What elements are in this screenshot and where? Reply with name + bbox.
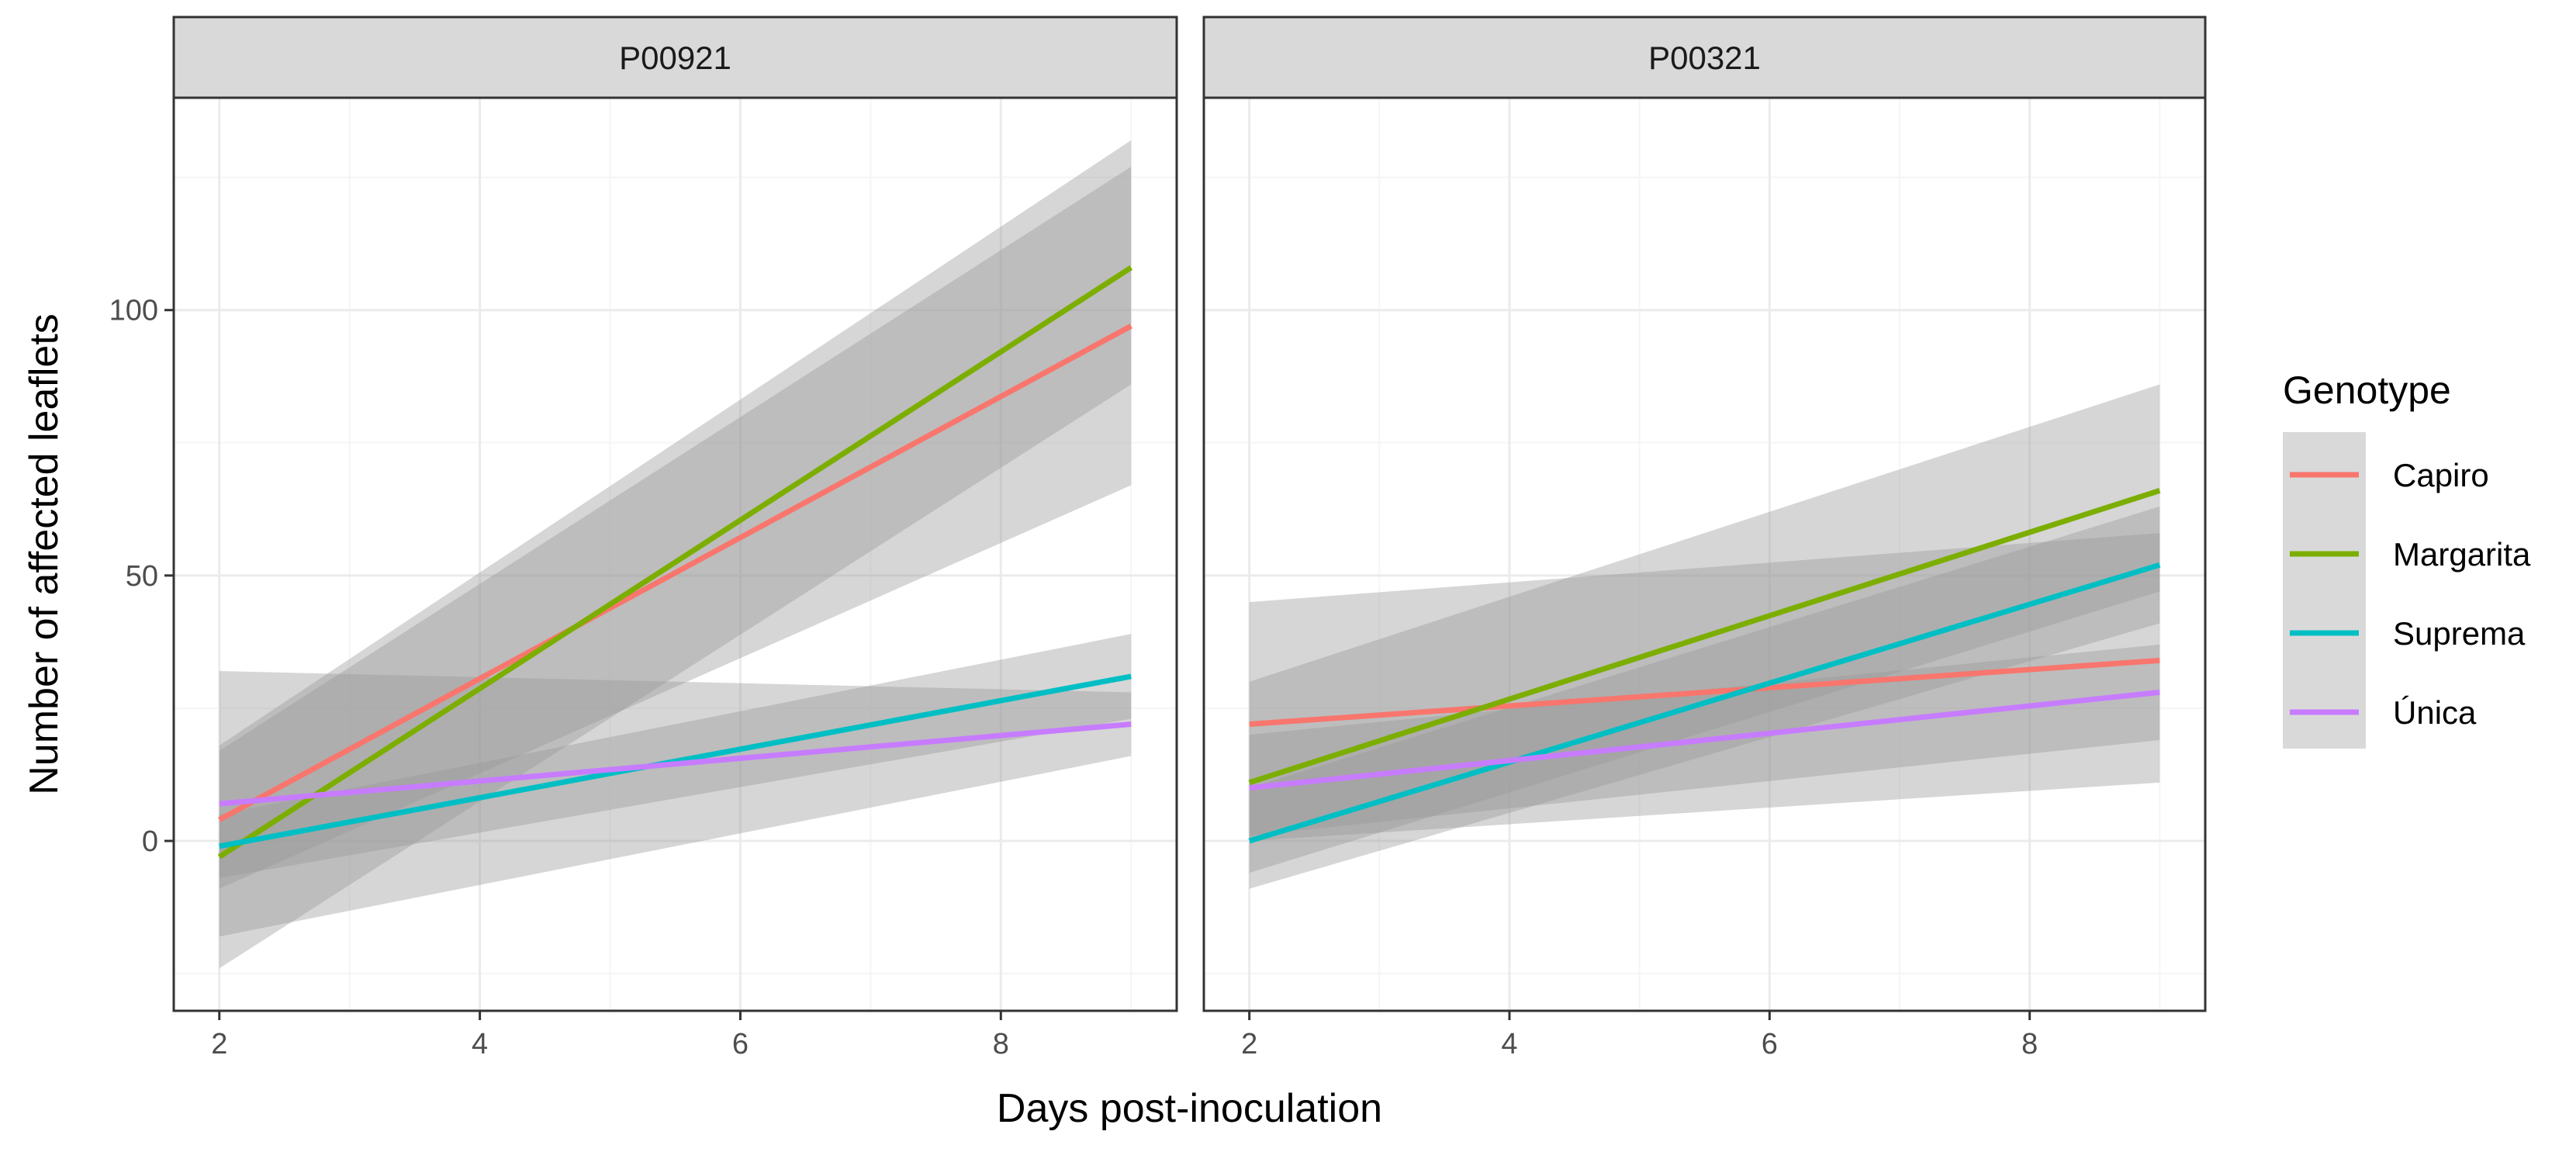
x-tick-label: 4	[1501, 1028, 1517, 1060]
x-axis-title: Days post-inoculation	[997, 1086, 1382, 1131]
strip-background	[1202, 16, 2207, 99]
panel-P00921: P00921 2 4 6 8	[172, 16, 1178, 1060]
legend-title: Genotype	[2283, 368, 2451, 412]
x-axis: 2 4 6 8	[211, 1011, 1009, 1060]
line-margarita	[217, 265, 1133, 860]
y-axis: 0 50 100	[109, 295, 174, 858]
x-tick-label: 2	[1241, 1028, 1257, 1060]
ribbon-suprema	[1249, 506, 2160, 889]
line-capiro	[1249, 657, 2160, 727]
line-suprema	[1248, 562, 2161, 844]
x-tick-label: 2	[211, 1028, 227, 1060]
legend-key-background	[2283, 432, 2366, 749]
strip-background	[172, 16, 1178, 99]
x-tick-label: 6	[1762, 1028, 1778, 1060]
ribbon-margarita	[219, 140, 1132, 969]
legend: Genotype Capiro Margarita Suprema Única	[2283, 368, 2531, 749]
strip-label: P00321	[1648, 40, 1761, 76]
legend-label-capiro: Capiro	[2393, 457, 2489, 493]
panels: P00921 2 4 6 8 P00321 2 4 6 8	[172, 16, 2207, 1060]
line-única	[219, 721, 1132, 807]
y-tick-label: 0	[142, 825, 158, 858]
data-layer	[1248, 384, 2161, 889]
line-margarita	[1248, 488, 2161, 786]
x-axis: 2 4 6 8	[1241, 1011, 2038, 1060]
legend-items: Capiro Margarita Suprema Única	[2290, 457, 2531, 731]
data-layer	[217, 140, 1133, 969]
legend-label-margarita: Margarita	[2393, 536, 2531, 573]
strip-label: P00921	[619, 40, 731, 76]
line-capiro	[218, 323, 1132, 822]
grid	[1204, 98, 2205, 1011]
ribbon-margarita	[1249, 384, 2160, 874]
x-tick-label: 8	[993, 1028, 1009, 1060]
line-única	[1249, 689, 2160, 791]
x-tick-label: 8	[2021, 1028, 2038, 1060]
panel-background	[174, 98, 1177, 1011]
legend-label-suprema: Suprema	[2393, 615, 2526, 652]
panel-P00321: P00321 2 4 6 8	[1202, 16, 2207, 1060]
y-tick-label: 100	[109, 295, 158, 327]
ribbon-suprema	[219, 634, 1132, 878]
x-tick-label: 4	[472, 1028, 488, 1060]
legend-label-única: Única	[2393, 694, 2477, 731]
panel-background	[1204, 98, 2205, 1011]
x-tick-label: 6	[732, 1028, 749, 1060]
y-axis-title: Number of affected leaflets	[22, 313, 67, 795]
ribbon-única	[219, 671, 1132, 937]
y-tick-label: 50	[126, 560, 158, 593]
